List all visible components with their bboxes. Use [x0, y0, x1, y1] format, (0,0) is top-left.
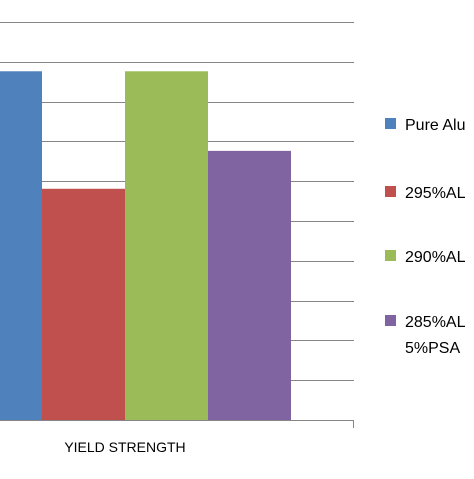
legend-label-pure-alu: Pure Alu	[405, 117, 465, 134]
legend-label-290-al: 290%AL	[405, 249, 466, 266]
legend-swatch-295-al	[385, 186, 396, 197]
legend-swatch-285-al	[385, 315, 396, 326]
legend-swatch-pure-alu	[385, 118, 396, 129]
bar-pure-alu	[0, 71, 42, 421]
bar-295-al	[42, 188, 125, 420]
category-label: YIELD STRENGTH	[64, 439, 185, 455]
bar-285-al-5-psa	[208, 150, 291, 420]
legend-label-295-al: 295%AL	[405, 185, 466, 202]
legend-swatch-290-al	[385, 250, 396, 261]
bar-290-al	[125, 71, 208, 421]
legend-label-285-al: 285%AL	[405, 314, 466, 331]
legend: Pure Alu 295%AL 290%AL 285%AL 5%PSA	[385, 117, 466, 357]
legend-label-285-al-line2: 5%PSA	[405, 340, 460, 357]
bars	[0, 71, 291, 421]
